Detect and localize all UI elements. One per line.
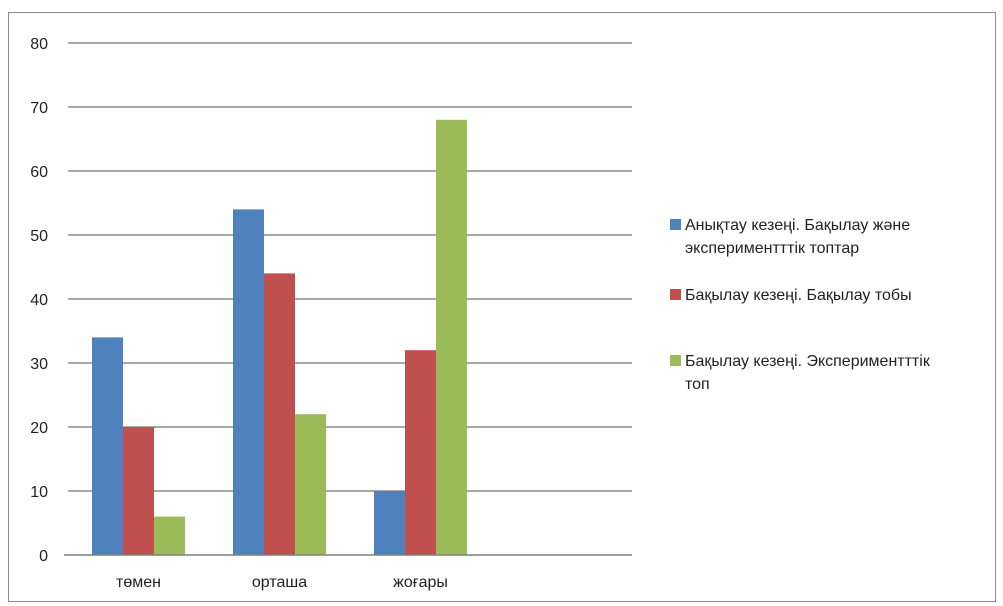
legend: Анықтау кезеңі. Бақылау және экспериментт… — [670, 217, 931, 393]
bar-1-1 — [92, 337, 123, 555]
legend-label-1: Анықтау кезеңі. Бақылау және — [685, 217, 910, 234]
bar-2-3 — [405, 350, 436, 555]
bar-3-2 — [295, 414, 326, 555]
y-tick-label: 70 — [30, 100, 48, 117]
bar-3-1 — [154, 516, 185, 555]
bar-1-2 — [233, 209, 264, 555]
y-tick-label: 0 — [39, 548, 48, 565]
y-tick-label: 60 — [30, 164, 48, 181]
y-tick-label: 80 — [30, 36, 48, 53]
x-tick-label: орташа — [252, 574, 307, 591]
y-tick-label: 10 — [30, 484, 48, 501]
legend-swatch-1 — [670, 219, 681, 230]
y-tick-label: 50 — [30, 228, 48, 245]
gridlines — [68, 42, 632, 492]
bar-2-1 — [123, 427, 154, 555]
legend-swatch-2 — [670, 289, 681, 300]
y-axis-ticks: 0 10 20 30 40 50 60 70 80 — [30, 36, 48, 565]
x-axis-ticks: төмен орташа жоғары — [116, 574, 448, 591]
x-tick-label: жоғары — [393, 574, 448, 591]
legend-swatch-3 — [670, 355, 681, 366]
bar-1-3 — [374, 491, 405, 555]
legend-label-1: экспериментттік топтар — [685, 240, 859, 257]
x-tick-label: төмен — [116, 574, 161, 591]
y-tick-label: 40 — [30, 292, 48, 309]
y-tick-label: 30 — [30, 356, 48, 373]
bar-2-2 — [264, 273, 295, 555]
legend-label-3: топ — [685, 376, 710, 393]
legend-label-3: Бақылау кезеңі. Экспериментттік — [685, 353, 931, 370]
bar-3-3 — [436, 119, 467, 556]
chart-frame — [8, 12, 996, 602]
legend-label-2: Бақылау кезеңі. Бақылау тобы — [685, 287, 912, 304]
bars — [92, 119, 467, 556]
y-tick-label: 20 — [30, 420, 48, 437]
